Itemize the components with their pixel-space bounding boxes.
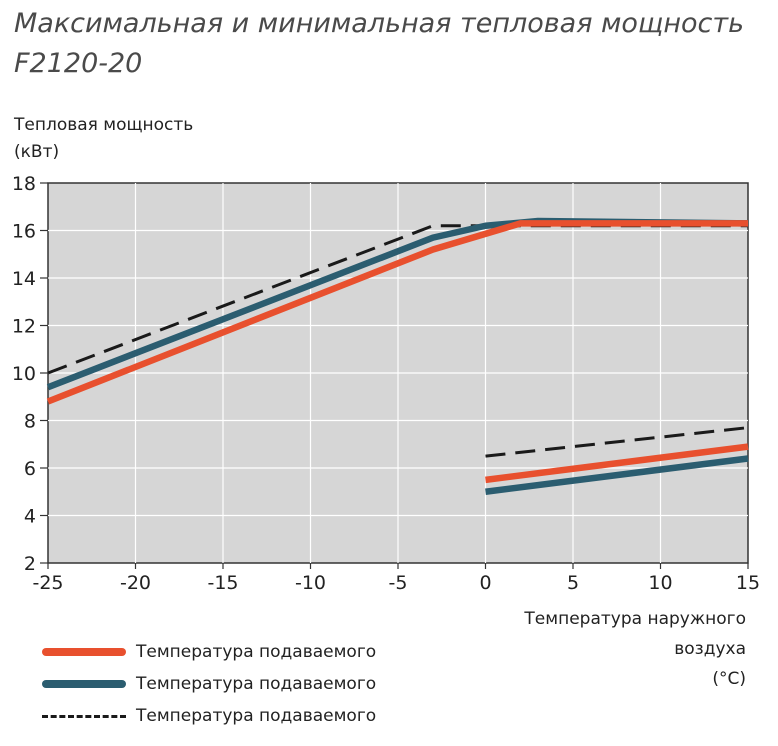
series-line-red-min [485,443,749,484]
chart-title: Максимальная и минимальная тепловая мощн… [14,4,774,84]
y-tick-label: 8 [24,411,36,433]
legend-swatch-teal [42,680,126,688]
x-tick-label: -10 [295,572,326,594]
x-axis-label: Температура наружного воздуха (°C) [524,604,746,694]
x-tick-label: -15 [207,572,238,594]
x-tick-label: 5 [567,572,579,594]
legend-label: Температура подаваемого [136,642,377,662]
y-axis-label-line1: Тепловая мощность [14,115,194,135]
x-axis-label-line2: воздуха [674,639,746,659]
y-tick-label: 16 [12,221,36,243]
x-axis-label-line1: Температура наружного [524,609,746,629]
x-tick-label: 15 [736,572,760,594]
x-tick-label: -20 [120,572,151,594]
grid-lines [48,183,748,563]
y-tick-label: 6 [24,458,36,480]
legend-label: Температура подаваемого [136,674,377,694]
y-axis-label-line2: (кВт) [14,142,60,162]
series-line-teal-min [485,455,749,495]
legend-item-red: Температура подаваемого [42,636,376,668]
legend-item-teal: Температура подаваемого [42,668,376,700]
legend-item-dashed: Температура подаваемого [42,700,376,732]
tick-labels: 2 4 6 8 10 12 14 16 18 -25 -20 -15 -10 -5 0 5 10 15 [12,173,760,594]
legend: Температура подаваемого Температура пода… [42,636,376,732]
x-tick-label: 0 [479,572,491,594]
series-line-red-max [46,220,748,405]
y-tick-label: 10 [12,363,36,385]
legend-swatch-dashed [42,714,126,718]
x-tick-label: -25 [32,572,63,594]
series-line-dashed-min [485,426,749,458]
series-group [46,217,749,495]
legend-swatch-red [42,648,126,656]
x-tick-label: -5 [389,572,408,594]
y-tick-label: 12 [12,316,36,338]
legend-label: Температура подаваемого [136,706,377,726]
y-tick-label: 14 [12,268,36,290]
y-tick-label: 18 [12,173,36,195]
y-tick-label: 4 [24,506,36,528]
chart-title-line2: F2120-20 [14,48,143,79]
y-tick-label: 2 [24,553,36,575]
series-line-dashed-max [47,224,748,375]
x-axis-label-line3: (°C) [712,669,746,689]
y-axis-label: Тепловая мощность (кВт) [14,112,193,166]
chart-title-line1: Максимальная и минимальная тепловая мощн… [14,8,745,39]
x-tick-label: 10 [648,572,672,594]
